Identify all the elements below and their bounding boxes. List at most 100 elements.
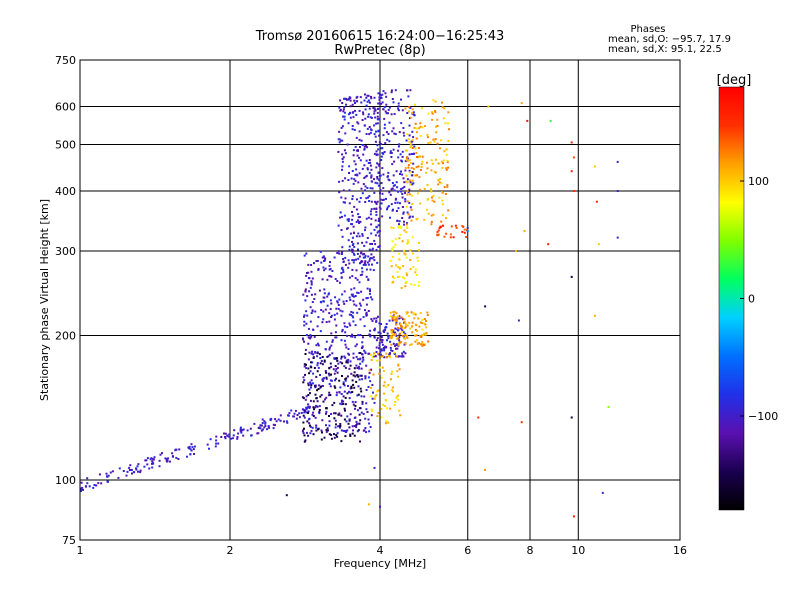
data-point [570, 275, 573, 278]
data-point [159, 453, 162, 456]
data-point [130, 468, 133, 471]
data-point [405, 158, 408, 161]
data-point [365, 311, 368, 314]
data-point [290, 409, 293, 412]
data-point [385, 356, 388, 359]
data-point [370, 353, 372, 356]
data-point [351, 240, 353, 243]
data-point [339, 426, 341, 429]
data-point [393, 310, 396, 313]
data-point [261, 418, 264, 421]
data-point [402, 212, 405, 215]
data-point [446, 161, 449, 163]
data-point [324, 370, 327, 372]
data-point [135, 467, 137, 470]
data-point [397, 107, 399, 110]
data-point [409, 181, 412, 184]
data-point [360, 101, 363, 104]
data-point [417, 284, 420, 287]
data-point [392, 127, 395, 130]
data-point [391, 249, 394, 252]
data-point [404, 326, 407, 329]
data-point [441, 191, 444, 194]
data-point [354, 109, 357, 112]
data-point [441, 106, 444, 109]
data-point [355, 168, 358, 171]
data-point [261, 422, 264, 424]
data-point [444, 193, 447, 195]
data-point [354, 145, 357, 148]
data-point [375, 248, 378, 251]
data-point [400, 286, 403, 289]
data-point [359, 352, 362, 354]
data-point [317, 344, 320, 347]
data-point [405, 256, 408, 259]
data-point [344, 152, 347, 155]
data-point [379, 189, 382, 192]
data-point [388, 121, 391, 124]
data-point [306, 431, 308, 434]
data-point [274, 424, 276, 427]
data-point [414, 271, 417, 274]
data-point [92, 486, 95, 489]
data-point [406, 223, 408, 226]
data-point [314, 406, 317, 409]
data-point [362, 256, 365, 259]
data-point [411, 194, 413, 197]
data-point [351, 211, 353, 213]
data-point [397, 363, 400, 366]
data-point [313, 367, 316, 369]
data-point [312, 415, 315, 417]
data-point [414, 328, 417, 331]
data-point [364, 427, 367, 429]
data-point [384, 110, 387, 113]
data-point [378, 342, 381, 345]
data-point [363, 325, 366, 328]
data-point [430, 188, 433, 191]
data-point [313, 262, 315, 265]
data-point [390, 152, 393, 154]
data-point [394, 317, 397, 320]
data-point [376, 415, 379, 418]
data-point [400, 316, 403, 319]
data-point [526, 119, 529, 122]
y-tick-label: 750 [55, 54, 76, 67]
data-point [354, 336, 357, 339]
data-point [595, 200, 598, 203]
colorbar-label: [deg] [717, 73, 752, 88]
data-point [371, 247, 374, 250]
data-point [406, 324, 409, 327]
data-point [277, 418, 280, 421]
data-point [417, 341, 420, 344]
data-point [329, 299, 332, 302]
data-point [344, 197, 347, 200]
data-point [411, 325, 414, 328]
data-point [382, 384, 385, 387]
data-point [376, 182, 379, 185]
data-point [410, 219, 413, 222]
data-point [391, 370, 393, 373]
data-point [403, 320, 406, 323]
data-point [358, 156, 361, 159]
data-point [383, 346, 386, 349]
data-point [410, 116, 413, 119]
data-point [426, 183, 429, 186]
data-point [314, 310, 317, 313]
data-point [264, 421, 267, 424]
data-point [257, 432, 260, 435]
data-point [373, 239, 376, 242]
data-point [272, 427, 275, 430]
data-point [312, 328, 315, 331]
data-point [308, 388, 311, 391]
data-point [393, 334, 396, 337]
data-point [362, 111, 364, 114]
phases-mean-o: mean, sd,O: −95.7, 17.9 [608, 34, 731, 45]
data-point [331, 339, 334, 342]
data-point [380, 348, 383, 351]
data-point [391, 386, 394, 389]
data-point [340, 355, 343, 358]
data-point [418, 325, 421, 328]
data-point [344, 256, 347, 259]
data-point [391, 187, 394, 190]
